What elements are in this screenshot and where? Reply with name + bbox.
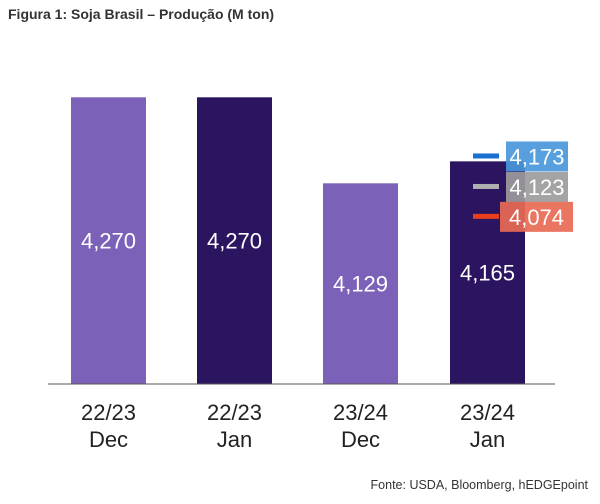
bar-value-label: 4,165	[460, 261, 515, 286]
forecast-label-box	[506, 171, 568, 202]
bar	[71, 97, 146, 385]
x-tick-label: 23/24	[460, 400, 515, 425]
forecast-marker	[473, 213, 499, 219]
chart-source: Fonte: USDA, Bloomberg, hEDGEpoint	[370, 478, 588, 492]
forecast-label: 4,123	[509, 175, 564, 200]
chart-title: Figura 1: Soja Brasil – Produção (M ton)	[8, 6, 275, 22]
forecast-label: 4,173	[509, 144, 564, 169]
forecast-label-box	[506, 141, 568, 172]
forecast-marker	[473, 153, 499, 159]
forecast-marker	[473, 183, 499, 189]
x-tick-label: Dec	[341, 427, 380, 452]
x-tick-label: Jan	[217, 427, 252, 452]
bar-value-label: 4,270	[81, 229, 136, 254]
x-tick-label: 22/23	[207, 400, 262, 425]
bar-value-label: 4,129	[333, 272, 388, 297]
bar	[197, 97, 272, 385]
x-tick-label: Jan	[470, 427, 505, 452]
bar-value-label: 4,270	[207, 229, 262, 254]
x-tick-label: Dec	[89, 427, 128, 452]
forecast-label: 4,074	[509, 205, 564, 230]
x-tick-label: 23/24	[333, 400, 388, 425]
bar	[323, 183, 398, 384]
x-tick-label: 22/23	[81, 400, 136, 425]
forecast-label-box	[500, 201, 573, 232]
